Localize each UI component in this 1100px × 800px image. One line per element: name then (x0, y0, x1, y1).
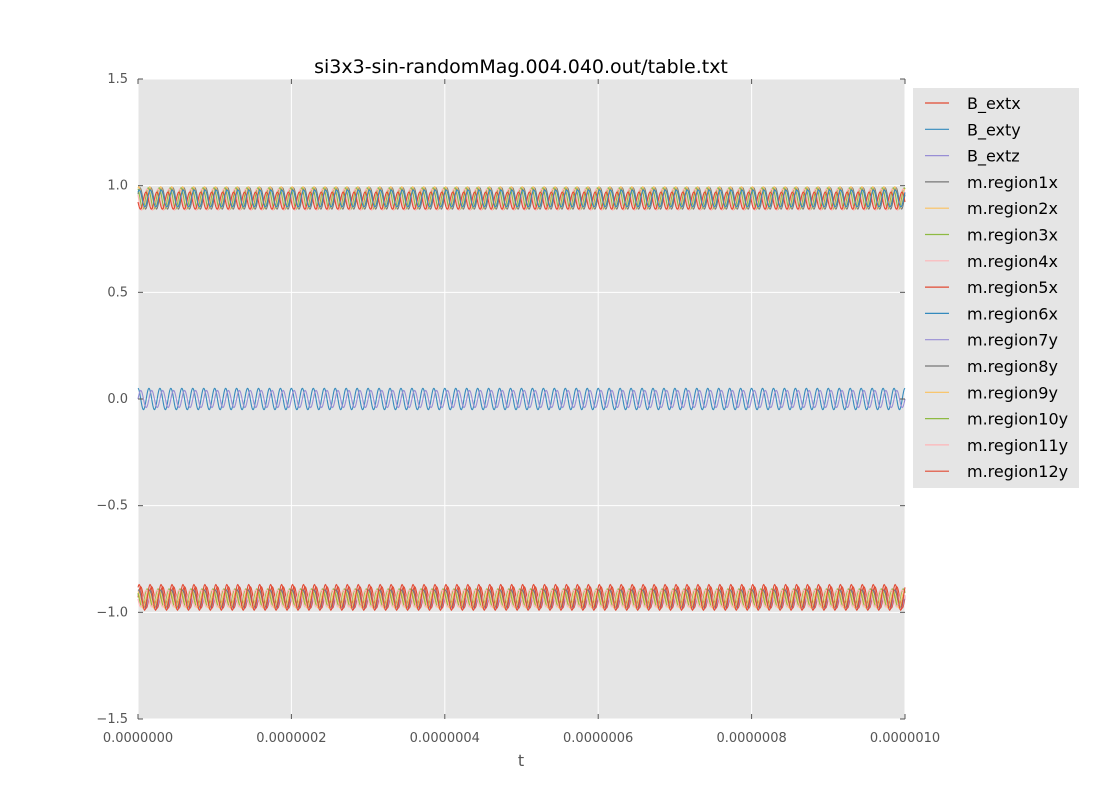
y-tick-label: 1.0 (107, 179, 128, 194)
legend-label: m.region3x (967, 226, 1058, 245)
legend-label: m.region2x (967, 199, 1058, 218)
y-tick-labels: −1.5 −1.0 −0.5 0.0 0.5 1.0 1.5 (96, 72, 128, 727)
y-tick-label: 0.0 (107, 392, 128, 407)
y-tick-label: −0.5 (96, 499, 128, 514)
legend-label: B_extz (967, 147, 1020, 167)
legend-label: m.region9y (967, 383, 1058, 402)
x-tick-label: 0.0000002 (256, 731, 326, 746)
legend-label: m.region7y (967, 331, 1058, 350)
legend: B_extx B_exty B_extz m.region1x m.region2x m.… (913, 88, 1079, 488)
series-line-m-region11y (137, 589, 906, 608)
legend-label: m.region12y (967, 462, 1068, 481)
axis-ticks (137, 78, 906, 720)
legend-box (913, 88, 1079, 488)
legend-label: m.region4x (967, 252, 1058, 271)
chart-title: si3x3-sin-randomMag.004.040.out/table.tx… (314, 56, 728, 78)
legend-label: B_exty (967, 120, 1021, 140)
legend-label: m.region8y (967, 357, 1058, 376)
x-tick-label: 0.0000008 (716, 731, 786, 746)
series-line-m-region6x (137, 189, 906, 208)
series-line-m-region5x (137, 191, 906, 210)
legend-label: m.region10y (967, 410, 1068, 429)
y-tick-label: −1.5 (96, 712, 128, 727)
legend-label: m.region6x (967, 304, 1058, 323)
legend-label: m.region1x (967, 173, 1058, 192)
x-tick-label: 0.0000010 (870, 731, 940, 746)
x-tick-label: 0.0000004 (410, 731, 480, 746)
series-line-b-exty (137, 387, 906, 411)
legend-label: m.region5x (967, 278, 1058, 297)
y-tick-label: −1.0 (96, 605, 128, 620)
x-axis-label: t (518, 751, 524, 770)
x-tick-labels: 0.0000000 0.0000002 0.0000004 0.0000006 0.00… (103, 731, 940, 746)
series-line-m-region12y (137, 583, 906, 612)
series-line-b-extz (137, 389, 906, 409)
y-tick-label: 0.5 (107, 285, 128, 300)
x-tick-label: 0.0000006 (563, 731, 633, 746)
legend-label: m.region11y (967, 436, 1068, 455)
legend-label: B_extx (967, 94, 1021, 114)
x-tick-label: 0.0000000 (103, 731, 173, 746)
series-lines (137, 186, 906, 612)
y-tick-label: 1.5 (107, 72, 128, 87)
series-line-m-region8y (137, 589, 906, 608)
